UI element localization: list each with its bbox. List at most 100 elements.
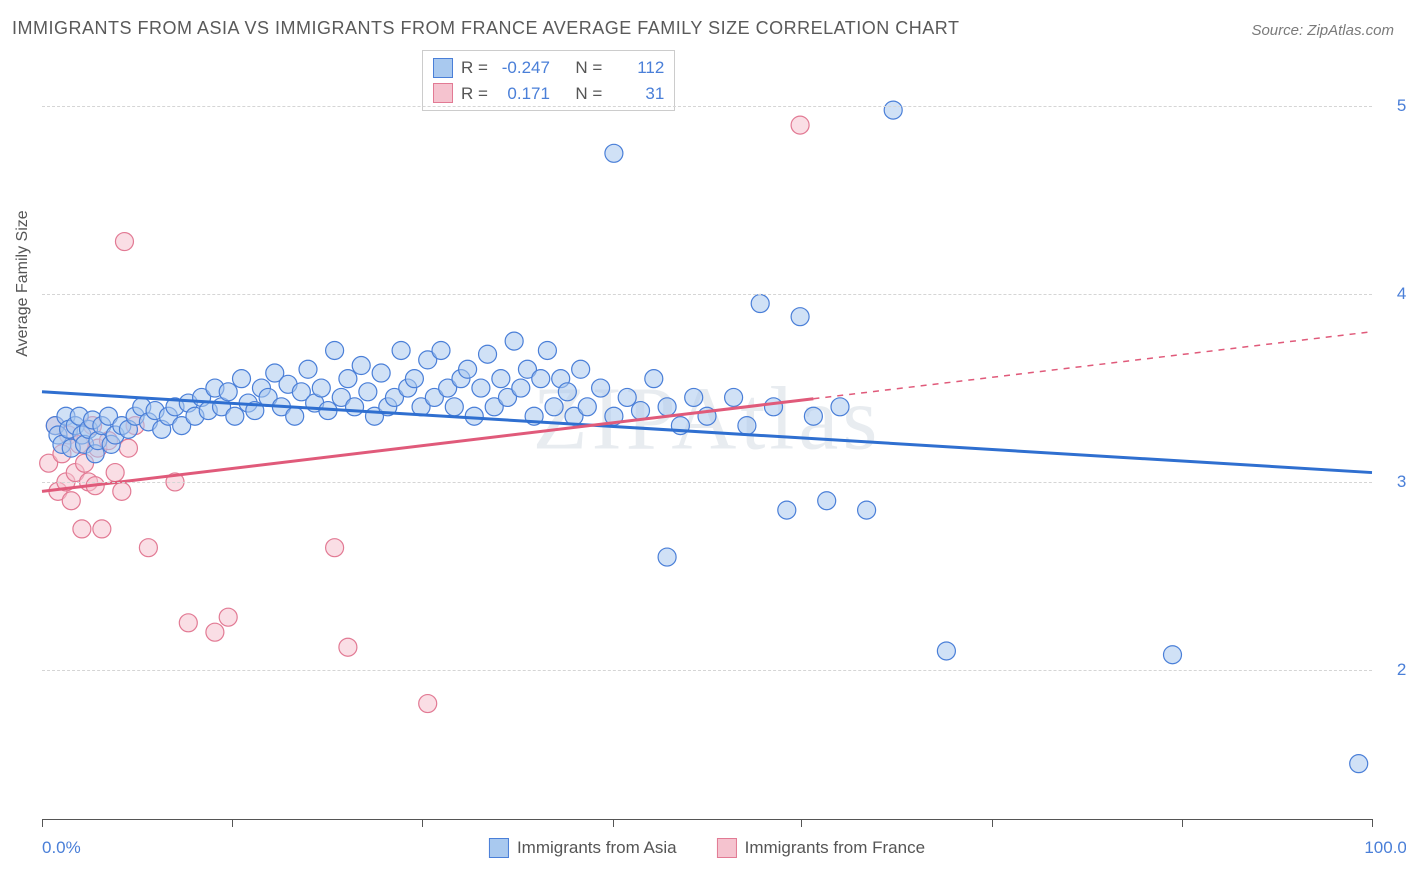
grid-line <box>42 294 1372 295</box>
data-point <box>545 398 563 416</box>
data-point <box>93 520 111 538</box>
data-point <box>532 370 550 388</box>
stats-row: R = 0.171 N = 31 <box>433 81 664 107</box>
grid-line <box>42 106 1372 107</box>
data-point <box>558 383 576 401</box>
data-point <box>326 341 344 359</box>
n-label: N = <box>575 55 602 81</box>
data-point <box>791 308 809 326</box>
data-point <box>1164 646 1182 664</box>
x-min-label: 0.0% <box>42 838 81 858</box>
legend-label: Immigrants from France <box>745 838 925 858</box>
data-point <box>312 379 330 397</box>
data-point <box>791 116 809 134</box>
data-point <box>605 144 623 162</box>
stats-row: R =-0.247 N =112 <box>433 55 664 81</box>
trend-line-dashed <box>813 332 1372 399</box>
data-point <box>206 623 224 641</box>
x-tick <box>1182 819 1183 827</box>
data-point <box>339 370 357 388</box>
data-point <box>62 492 80 510</box>
data-point <box>818 492 836 510</box>
data-point <box>326 539 344 557</box>
data-point <box>831 398 849 416</box>
chart-title: IMMIGRANTS FROM ASIA VS IMMIGRANTS FROM … <box>12 18 959 39</box>
data-point <box>359 383 377 401</box>
data-point <box>632 402 650 420</box>
x-tick <box>42 819 43 827</box>
source-label: Source: ZipAtlas.com <box>1251 22 1394 39</box>
data-point <box>405 370 423 388</box>
data-point <box>459 360 477 378</box>
data-point <box>512 379 530 397</box>
x-tick <box>992 819 993 827</box>
data-point <box>179 614 197 632</box>
data-point <box>346 398 364 416</box>
data-point <box>472 379 490 397</box>
data-point <box>685 388 703 406</box>
data-point <box>778 501 796 519</box>
data-point <box>392 341 410 359</box>
y-tick-label: 5.00 <box>1380 96 1406 116</box>
data-point <box>286 407 304 425</box>
n-label: N = <box>575 81 602 107</box>
legend-label: Immigrants from Asia <box>517 838 677 858</box>
legend-item: Immigrants from France <box>717 838 925 858</box>
x-tick <box>232 819 233 827</box>
r-label: R = <box>461 81 488 107</box>
scatter-svg <box>42 50 1372 820</box>
r-value: 0.171 <box>496 81 550 107</box>
n-value: 31 <box>610 81 664 107</box>
legend-swatch <box>489 838 509 858</box>
data-point <box>479 345 497 363</box>
data-point <box>765 398 783 416</box>
data-point <box>1350 755 1368 773</box>
grid-line <box>42 670 1372 671</box>
data-point <box>937 642 955 660</box>
r-label: R = <box>461 55 488 81</box>
data-point <box>73 520 91 538</box>
stats-box: R =-0.247 N =112R =0.171 N =31 <box>422 50 675 111</box>
data-point <box>492 370 510 388</box>
y-tick-label: 4.00 <box>1380 284 1406 304</box>
data-point <box>592 379 610 397</box>
data-point <box>219 608 237 626</box>
y-tick-label: 2.00 <box>1380 660 1406 680</box>
data-point <box>858 501 876 519</box>
data-point <box>233 370 251 388</box>
data-point <box>339 638 357 656</box>
chart-container: Average Family Size ZIPAtlas R =-0.247 N… <box>42 50 1372 820</box>
data-point <box>219 383 237 401</box>
data-point <box>658 398 676 416</box>
data-point <box>538 341 556 359</box>
x-tick <box>801 819 802 827</box>
data-point <box>419 695 437 713</box>
data-point <box>725 388 743 406</box>
data-point <box>119 439 137 457</box>
legend-swatch <box>433 58 453 78</box>
legend: Immigrants from Asia Immigrants from Fran… <box>489 838 925 858</box>
data-point <box>106 464 124 482</box>
data-point <box>804 407 822 425</box>
data-point <box>432 341 450 359</box>
data-point <box>352 357 370 375</box>
n-value: 112 <box>610 55 664 81</box>
title-bar: IMMIGRANTS FROM ASIA VS IMMIGRANTS FROM … <box>12 18 1394 39</box>
legend-item: Immigrants from Asia <box>489 838 677 858</box>
data-point <box>113 482 131 500</box>
legend-swatch <box>717 838 737 858</box>
trend-line <box>42 392 1372 473</box>
data-point <box>372 364 390 382</box>
data-point <box>115 233 133 251</box>
data-point <box>751 295 769 313</box>
data-point <box>738 417 756 435</box>
legend-swatch <box>433 83 453 103</box>
x-tick <box>422 819 423 827</box>
data-point <box>445 398 463 416</box>
data-point <box>658 548 676 566</box>
x-max-label: 100.0% <box>1364 838 1406 858</box>
data-point <box>578 398 596 416</box>
data-point <box>226 407 244 425</box>
data-point <box>884 101 902 119</box>
y-axis-label: Average Family Size <box>14 210 32 356</box>
